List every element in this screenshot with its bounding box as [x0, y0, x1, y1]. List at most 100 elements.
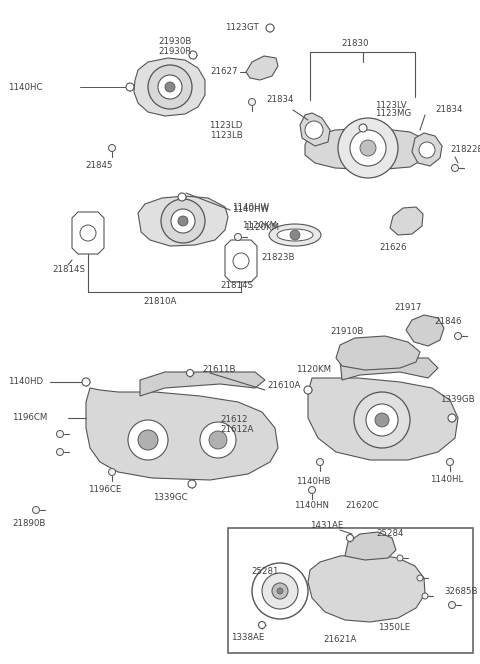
Circle shape — [277, 588, 283, 594]
Circle shape — [366, 404, 398, 436]
Circle shape — [375, 413, 389, 427]
Text: 1431AE: 1431AE — [310, 521, 343, 531]
Circle shape — [108, 469, 116, 475]
Circle shape — [354, 392, 410, 448]
Text: 21621A: 21621A — [324, 635, 357, 645]
Text: 21810A: 21810A — [144, 297, 177, 307]
Circle shape — [165, 82, 175, 92]
Circle shape — [249, 98, 255, 106]
Polygon shape — [308, 378, 458, 460]
Text: 32685B: 32685B — [444, 588, 478, 596]
Circle shape — [266, 24, 274, 32]
Circle shape — [187, 369, 193, 376]
Polygon shape — [246, 56, 278, 80]
Text: 21611B: 21611B — [202, 365, 236, 374]
Circle shape — [57, 448, 63, 456]
Circle shape — [235, 234, 241, 240]
Circle shape — [161, 199, 205, 243]
Circle shape — [138, 430, 158, 450]
Circle shape — [422, 593, 428, 599]
Text: 21917: 21917 — [394, 303, 422, 313]
Polygon shape — [412, 133, 442, 166]
Polygon shape — [72, 212, 104, 254]
Text: 21930B: 21930B — [158, 37, 192, 46]
Circle shape — [419, 142, 435, 158]
Circle shape — [57, 430, 63, 438]
Circle shape — [347, 535, 353, 542]
Polygon shape — [300, 113, 330, 146]
Text: 1123MG: 1123MG — [375, 110, 411, 118]
Circle shape — [448, 414, 456, 422]
Polygon shape — [336, 336, 420, 370]
Text: 1140HB: 1140HB — [296, 477, 331, 487]
Text: 21910B: 21910B — [330, 327, 363, 337]
Circle shape — [80, 225, 96, 241]
Circle shape — [200, 422, 236, 458]
Circle shape — [209, 431, 227, 449]
Text: 1196CM: 1196CM — [12, 414, 48, 422]
Text: 1140HC: 1140HC — [8, 82, 43, 92]
Circle shape — [417, 575, 423, 581]
Text: 21814S: 21814S — [52, 266, 85, 274]
Text: 1196CE: 1196CE — [88, 485, 121, 495]
Circle shape — [452, 165, 458, 171]
Polygon shape — [345, 532, 396, 560]
Circle shape — [316, 459, 324, 465]
Circle shape — [304, 386, 312, 394]
Text: 1339GB: 1339GB — [440, 396, 475, 404]
Text: 1140HW: 1140HW — [232, 203, 269, 212]
Circle shape — [290, 230, 300, 240]
Polygon shape — [138, 196, 228, 246]
Text: 21890B: 21890B — [12, 519, 46, 529]
Text: 1120KM: 1120KM — [242, 220, 277, 230]
Text: 1123LV: 1123LV — [375, 100, 407, 110]
Text: 1123LB: 1123LB — [210, 131, 242, 139]
Polygon shape — [134, 58, 205, 116]
Circle shape — [309, 487, 315, 493]
Circle shape — [397, 555, 403, 561]
Circle shape — [108, 145, 116, 151]
Circle shape — [148, 65, 192, 109]
Circle shape — [128, 420, 168, 460]
Polygon shape — [86, 388, 278, 480]
Circle shape — [259, 622, 265, 629]
Circle shape — [178, 193, 186, 201]
Text: 1140HN: 1140HN — [294, 501, 329, 511]
Circle shape — [158, 75, 182, 99]
Text: 21627: 21627 — [210, 68, 238, 76]
Circle shape — [171, 209, 195, 233]
Polygon shape — [140, 372, 265, 396]
Text: 21845: 21845 — [85, 161, 113, 169]
Circle shape — [178, 216, 188, 226]
Polygon shape — [305, 128, 428, 170]
Text: 21620C: 21620C — [345, 501, 379, 511]
Text: 21830: 21830 — [341, 39, 369, 48]
Circle shape — [189, 51, 197, 59]
Text: 1123GT: 1123GT — [225, 23, 259, 33]
Circle shape — [448, 602, 456, 608]
Text: 1140HL: 1140HL — [430, 475, 463, 485]
Text: 21846: 21846 — [434, 317, 462, 327]
Text: 21626: 21626 — [379, 244, 407, 252]
Polygon shape — [406, 315, 444, 346]
Text: 21834: 21834 — [266, 96, 294, 104]
Circle shape — [446, 459, 454, 465]
Text: 21612A: 21612A — [220, 426, 253, 434]
Text: 21814S: 21814S — [220, 280, 253, 290]
Ellipse shape — [269, 224, 321, 246]
Text: 1140HW: 1140HW — [232, 205, 269, 214]
Text: 21823B: 21823B — [261, 254, 295, 262]
Circle shape — [360, 140, 376, 156]
Text: 1339GC: 1339GC — [153, 493, 187, 503]
Polygon shape — [308, 554, 425, 622]
Circle shape — [233, 253, 249, 269]
Text: 1120KM: 1120KM — [296, 365, 331, 374]
Polygon shape — [225, 240, 257, 282]
Text: 21610A: 21610A — [267, 380, 300, 390]
Circle shape — [252, 563, 308, 619]
Circle shape — [272, 583, 288, 599]
Circle shape — [350, 130, 386, 166]
Text: 21930R: 21930R — [158, 46, 192, 56]
Circle shape — [455, 333, 461, 339]
Text: 1338AE: 1338AE — [231, 633, 264, 643]
